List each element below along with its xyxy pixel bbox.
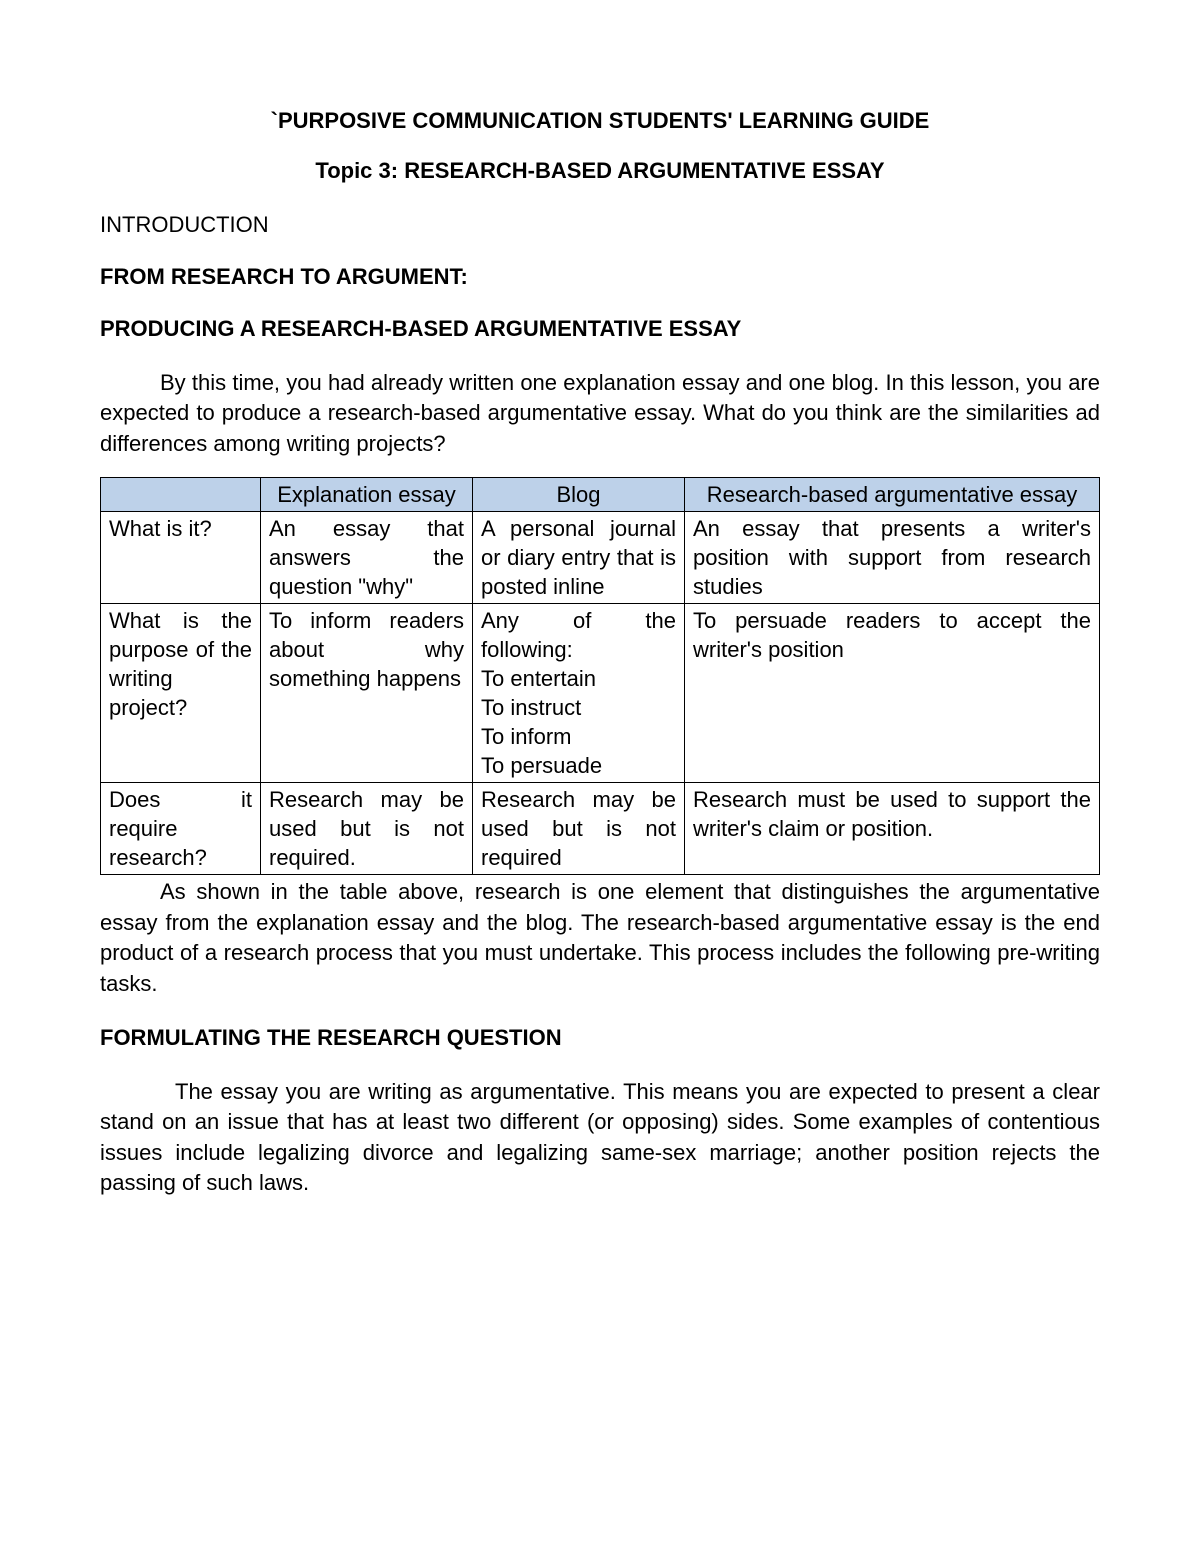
table-header-research: Research-based argumentative essay — [685, 478, 1100, 512]
heading-formulating: FORMULATING THE RESEARCH QUESTION — [100, 1025, 1100, 1051]
row-label: What is it? — [101, 512, 261, 604]
table-row: What is it? An essay that answers the qu… — [101, 512, 1100, 604]
title-sub: Topic 3: RESEARCH-BASED ARGUMENTATIVE ES… — [100, 158, 1100, 184]
cell-blog: A personal journal or diary entry that i… — [473, 512, 685, 604]
row-label: What is the purpose of the writing proje… — [101, 604, 261, 783]
document-page: `PURPOSIVE COMMUNICATION STUDENTS' LEARN… — [0, 0, 1200, 1553]
cell-blog: Any of the following:To entertainTo inst… — [473, 604, 685, 783]
cell-explanation: An essay that answers the question "why" — [261, 512, 473, 604]
table-row: Does it require research? Research may b… — [101, 783, 1100, 875]
paragraph-intro: By this time, you had already written on… — [100, 368, 1100, 459]
table-row: What is the purpose of the writing proje… — [101, 604, 1100, 783]
paragraph-after-table: As shown in the table above, research is… — [100, 877, 1100, 998]
cell-research: To persuade readers to accept the writer… — [685, 604, 1100, 783]
title-main: `PURPOSIVE COMMUNICATION STUDENTS' LEARN… — [100, 108, 1100, 134]
cell-explanation: Research may be used but is not required… — [261, 783, 473, 875]
table-header-row: Explanation essay Blog Research-based ar… — [101, 478, 1100, 512]
table-header-blog: Blog — [473, 478, 685, 512]
table-header-blank — [101, 478, 261, 512]
cell-research: Research must be used to support the wri… — [685, 783, 1100, 875]
comparison-table: Explanation essay Blog Research-based ar… — [100, 477, 1100, 875]
paragraph-formulating: The essay you are writing as argumentati… — [100, 1077, 1100, 1198]
row-label: Does it require research? — [101, 783, 261, 875]
cell-research: An essay that presents a writer's positi… — [685, 512, 1100, 604]
cell-blog: Research may be used but is not required — [473, 783, 685, 875]
cell-explanation: To inform readers about why something ha… — [261, 604, 473, 783]
table-header-explanation: Explanation essay — [261, 478, 473, 512]
intro-label: INTRODUCTION — [100, 212, 1100, 238]
heading-producing: PRODUCING A RESEARCH-BASED ARGUMENTATIVE… — [100, 316, 1100, 342]
heading-from-research: FROM RESEARCH TO ARGUMENT: — [100, 264, 1100, 290]
